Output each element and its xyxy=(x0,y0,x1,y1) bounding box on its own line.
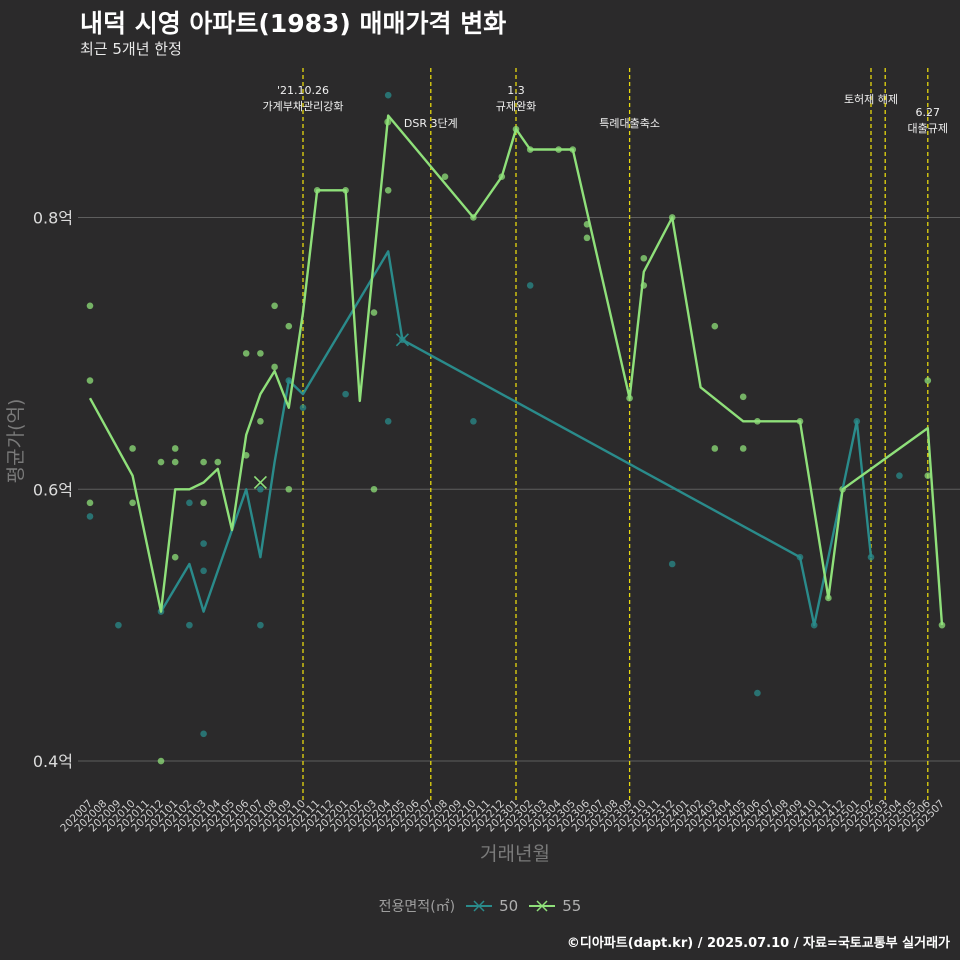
event-label: 규제완화 xyxy=(496,100,536,113)
data-point-55 xyxy=(171,553,179,561)
series-lines xyxy=(88,114,944,627)
grid-lines xyxy=(78,216,960,762)
chart-subtitle: 최근 5개년 한정 xyxy=(80,40,182,58)
data-point-55 xyxy=(257,350,264,357)
data-point-50 xyxy=(384,418,392,425)
data-point-55 xyxy=(129,499,136,507)
legend-item-55: 55 xyxy=(528,897,581,915)
data-point-55 xyxy=(171,458,179,466)
data-point-50 xyxy=(257,621,264,629)
event-label: 1.3 xyxy=(507,84,525,97)
data-point-55 xyxy=(924,377,932,384)
data-point-55 xyxy=(370,485,378,493)
data-point-55 xyxy=(370,309,378,316)
y-tick-label: 0.4억 xyxy=(33,752,73,771)
data-point-55 xyxy=(157,757,165,765)
data-point-55 xyxy=(924,472,932,479)
data-point-50 xyxy=(200,730,207,738)
data-point-55 xyxy=(285,322,293,330)
data-point-55 xyxy=(129,445,136,452)
event-label: 특례대출축소 xyxy=(599,117,660,130)
data-point-55 xyxy=(711,322,719,330)
event-label: 대출규제 xyxy=(908,122,948,135)
series-line-50 xyxy=(159,250,873,627)
data-point-50 xyxy=(299,404,307,412)
y-tick-labels: 0.4억 0.6억 0.8억 xyxy=(33,208,73,771)
data-point-50 xyxy=(200,540,207,547)
chart-title: 내덕 시영 아파트(1983) 매매가격 변화 xyxy=(80,9,507,38)
data-point-50 xyxy=(115,621,122,629)
data-point-50 xyxy=(186,499,193,507)
data-point-50 xyxy=(186,621,193,629)
data-point-50 xyxy=(342,390,349,398)
data-point-55 xyxy=(271,302,278,310)
y-axis-label: 평균가(억) xyxy=(5,399,27,484)
legend-key-50 xyxy=(466,900,493,912)
data-point-50 xyxy=(896,472,903,479)
data-point-55 xyxy=(86,302,94,310)
data-point-55 xyxy=(157,458,165,466)
data-point-55 xyxy=(739,445,747,452)
data-point-50 xyxy=(200,567,207,575)
legend-key-55 xyxy=(529,900,556,912)
data-point-55 xyxy=(938,621,946,629)
data-point-50 xyxy=(526,282,534,289)
data-point-55 xyxy=(214,458,222,466)
data-point-55 xyxy=(739,393,747,401)
source-caption: ©디아파트(dapt.kr) / 2025.07.10 / 자료=국토교통부 실… xyxy=(566,936,950,951)
x-marker-50 xyxy=(395,333,409,347)
legend-label-50: 50 xyxy=(499,897,519,915)
data-point-50 xyxy=(257,485,264,493)
data-point-55 xyxy=(271,363,278,371)
data-point-50 xyxy=(668,560,676,568)
data-point-50 xyxy=(384,91,392,99)
event-label: 6.27 xyxy=(916,106,941,119)
event-label: '21.10.26 xyxy=(277,84,329,97)
event-label: 토허제 해제 xyxy=(844,92,898,106)
legend-label-55: 55 xyxy=(562,897,582,915)
data-point-55 xyxy=(711,445,719,452)
data-point-55 xyxy=(640,254,648,262)
series-line-55 xyxy=(88,114,944,626)
data-point-50 xyxy=(86,513,94,520)
y-tick-label: 0.6억 xyxy=(33,480,73,499)
data-point-50 xyxy=(754,689,761,697)
y-tick-label: 0.8억 xyxy=(33,208,73,227)
data-point-55 xyxy=(86,377,94,384)
data-point-50 xyxy=(470,418,477,425)
event-label: DSR 3단계 xyxy=(404,117,458,130)
event-label: 가계부채관리강화 xyxy=(263,100,344,113)
data-point-55 xyxy=(200,458,207,466)
legend-item-50: 50 xyxy=(465,897,518,915)
data-point-55 xyxy=(171,445,179,452)
data-point-55 xyxy=(583,234,591,242)
x-tick-labels: 2020072020082020092020102020112020122021… xyxy=(58,797,947,834)
data-point-55 xyxy=(257,418,264,425)
legend-title: 전용면적(㎡) xyxy=(378,899,456,915)
data-point-55 xyxy=(384,186,392,194)
legend: 전용면적(㎡) 50 55 xyxy=(0,896,960,916)
data-point-55 xyxy=(285,485,293,493)
data-point-55 xyxy=(86,499,94,507)
data-point-55 xyxy=(242,350,250,357)
data-point-55 xyxy=(441,173,449,181)
data-point-55 xyxy=(200,499,207,507)
x-marker-55 xyxy=(253,475,267,490)
x-axis-label: 거래년월 xyxy=(480,843,550,865)
